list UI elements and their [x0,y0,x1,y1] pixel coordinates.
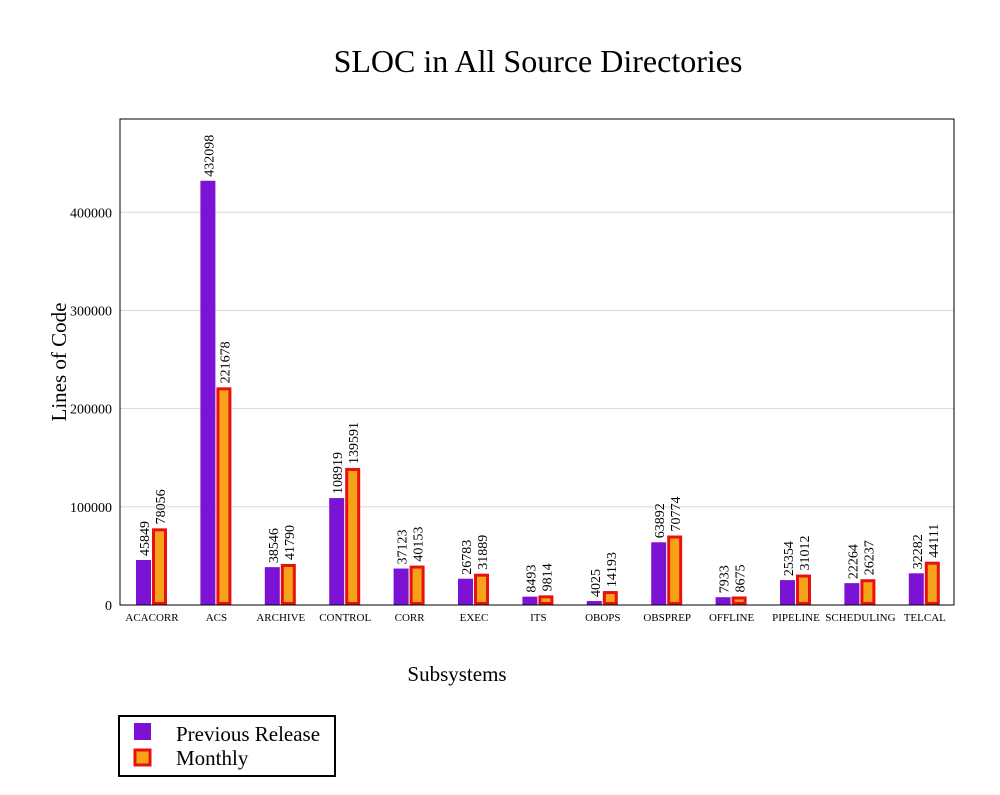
bar-previous-release-corr [393,568,409,605]
data-label-previous-release-telcal: 32282 [911,534,926,569]
bar-previous-release-obsprep [651,542,667,605]
bar-monthly-acacorr [152,528,167,606]
legend-swatch-previous-release [134,723,151,740]
bar-monthly-exec [474,573,489,605]
x-axis-label: Subsystems [407,662,506,686]
x-tick-label-control: CONTROL [319,612,371,624]
data-label-monthly-acs: 221678 [218,341,233,383]
x-tick-label-obsprep: OBSPREP [643,612,691,624]
data-label-previous-release-pipeline: 25354 [782,541,797,576]
data-label-monthly-offline: 8675 [734,564,749,592]
bar-previous-release-scheduling [844,583,860,605]
data-label-previous-release-acacorr: 45849 [138,521,153,556]
data-label-previous-release-corr: 37123 [396,530,411,565]
y-axis-label: Lines of Code [47,303,71,422]
bar-monthly-offline [731,596,747,605]
chart-title: SLOC in All Source Directories [334,43,743,79]
bar-previous-release-telcal [908,573,924,605]
bar-previous-release-pipeline [780,580,795,605]
bar-monthly-archive [280,563,296,605]
bar-previous-release-acacorr [136,559,151,605]
bar-previous-release-obops [586,601,602,605]
legend-swatch-monthly [133,748,152,767]
x-tick-label-obops: OBOPS [585,612,620,624]
y-tick-label: 200000 [70,403,112,418]
x-tick-label-offline: OFFLINE [709,612,755,624]
bar-previous-release-acs [200,180,216,605]
x-tick-label-archive: ARCHIVE [256,612,305,624]
x-tick-label-exec: EXEC [460,612,489,624]
bars [136,180,940,606]
bar-monthly-telcal [924,561,940,606]
data-label-monthly-obops: 14193 [605,552,620,587]
bar-previous-release-archive [264,567,280,605]
bar-monthly-pipeline [796,574,811,606]
x-tick-label-telcal: TELCAL [904,612,946,624]
bar-monthly-corr [409,565,425,605]
data-label-previous-release-acs: 432098 [202,135,217,177]
x-tick-label-acs: ACS [206,612,227,624]
data-label-monthly-scheduling: 26237 [862,540,877,575]
legend-label-previous-release: Previous Release [176,722,320,746]
legend-box [118,715,336,777]
x-tick-label-its: ITS [530,612,547,624]
data-label-previous-release-archive: 38546 [267,528,282,563]
bar-previous-release-offline [715,597,731,605]
y-tick-label: 300000 [70,304,112,319]
bar-previous-release-control [329,498,345,605]
gridlines [120,211,954,508]
data-label-previous-release-its: 8493 [524,565,539,593]
data-label-monthly-acacorr: 78056 [154,489,169,524]
data-label-previous-release-obops: 4025 [589,569,604,597]
bar-monthly-obsprep [667,535,683,606]
data-label-previous-release-exec: 26783 [460,540,475,575]
data-label-previous-release-control: 108919 [331,452,346,494]
bar-monthly-obops [602,591,618,606]
data-label-monthly-corr: 40153 [412,527,427,562]
data-label-monthly-control: 139591 [347,422,362,464]
data-label-monthly-pipeline: 31012 [798,536,813,571]
bar-monthly-its [538,595,554,606]
legend: Previous Release Monthly [118,715,336,777]
data-label-previous-release-scheduling: 22264 [846,544,861,579]
plot-frame [119,118,955,606]
data-label-monthly-obsprep: 70774 [669,497,684,532]
bar-monthly-acs [216,387,232,605]
data-label-monthly-archive: 41790 [283,525,298,560]
x-axis-ticks: ACACORR ACS ARCHIVE CONTROL CORR EXEC ITS OBOPS… [125,612,946,624]
legend-label-monthly: Monthly [176,746,249,770]
y-tick-label: 0 [105,599,112,614]
bar-previous-release-its [522,596,538,605]
y-axis-ticks: 0 100000 200000 300000 400000 [70,206,112,614]
data-label-monthly-telcal: 44111 [927,524,942,558]
data-label-monthly-its: 9814 [540,563,555,591]
x-tick-label-scheduling: SCHEDULING [825,612,895,624]
y-tick-label: 100000 [70,501,112,516]
x-tick-label-corr: CORR [395,612,426,624]
bar-monthly-control [345,467,361,605]
bar-previous-release-exec [458,578,473,605]
bar-monthly-scheduling [860,579,876,606]
data-label-monthly-exec: 31889 [476,535,491,570]
data-label-previous-release-obsprep: 63892 [653,503,668,538]
x-tick-label-acacorr: ACACORR [125,612,179,624]
data-label-previous-release-offline: 7933 [718,565,733,593]
x-tick-label-pipeline: PIPELINE [772,612,820,624]
y-tick-label: 400000 [70,206,112,221]
